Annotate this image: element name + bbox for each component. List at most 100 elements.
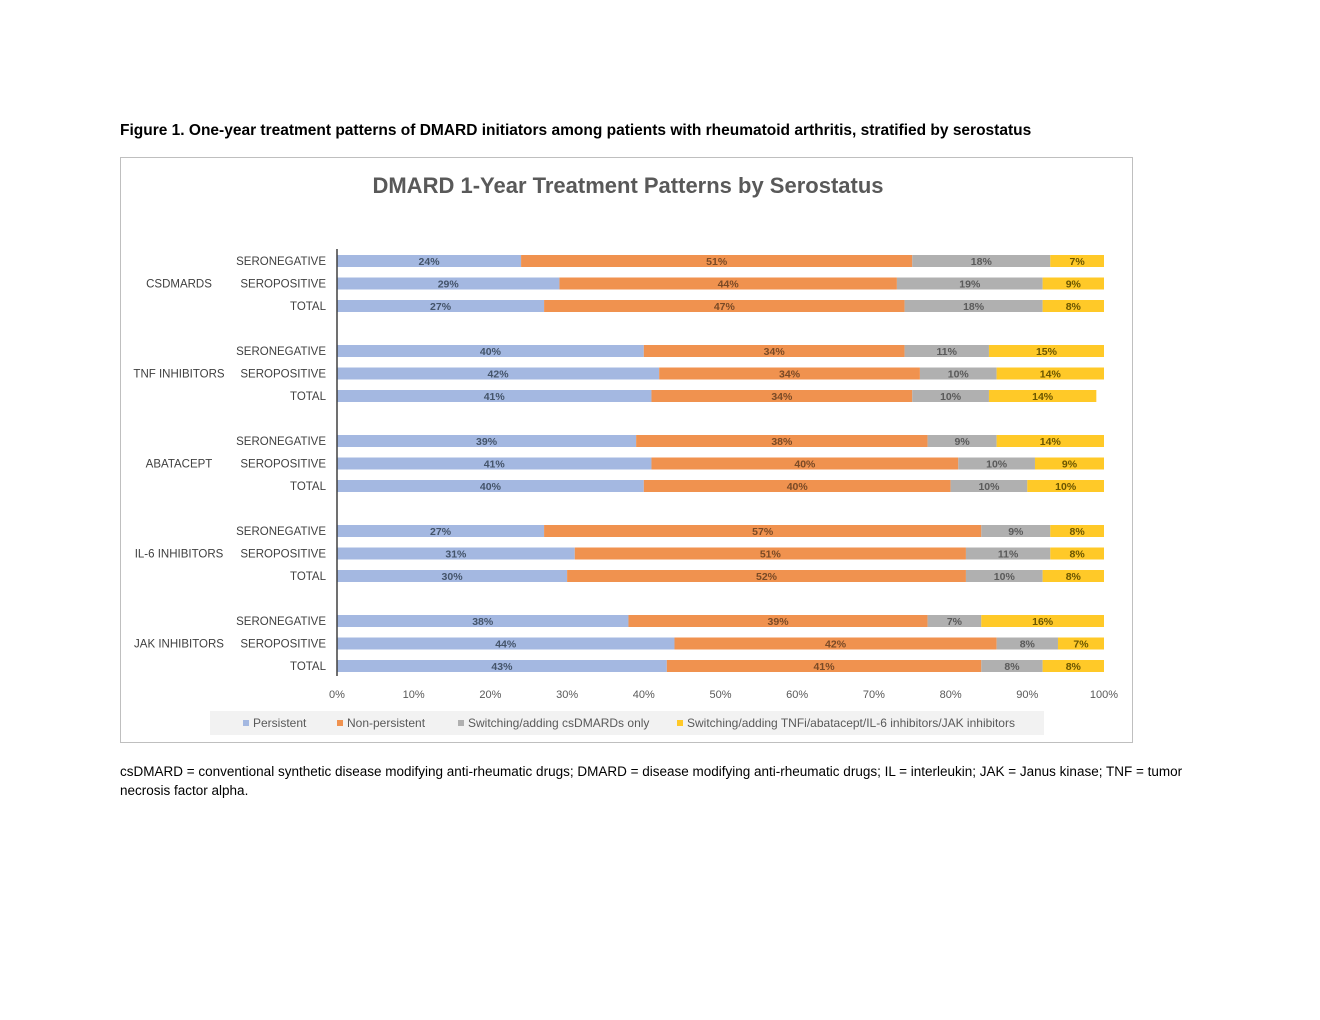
data-label: 40% [480, 346, 502, 358]
bar-segment [567, 570, 966, 582]
bar-segment [996, 637, 1058, 650]
data-label: 30% [442, 571, 464, 583]
category-label: SERONEGATIVE [236, 256, 326, 268]
bar-segment [337, 480, 644, 492]
bar-segment [337, 457, 652, 470]
category-label: TOTAL [290, 481, 327, 493]
bar-segment [988, 390, 1097, 402]
category-label: TOTAL [290, 571, 327, 583]
data-label: 44% [495, 639, 517, 651]
data-label: 7% [1073, 639, 1089, 651]
bar-segment [651, 390, 913, 402]
bar-segment [337, 255, 522, 267]
data-label: 34% [771, 391, 793, 403]
bar-segment [337, 547, 575, 560]
data-label: 8% [1070, 526, 1086, 538]
data-label: 51% [760, 549, 782, 561]
data-label: 39% [768, 616, 790, 628]
data-label: 44% [718, 279, 740, 291]
data-label: 39% [476, 436, 498, 448]
data-label: 14% [1032, 391, 1054, 403]
bar-segment [904, 345, 989, 357]
bar-segment [912, 255, 1051, 267]
category-label: SERONEGATIVE [236, 616, 326, 628]
x-tick-label: 70% [863, 689, 885, 701]
data-label: 38% [472, 616, 494, 628]
group-label: IL-6 INHIBITORS [135, 549, 224, 561]
bar-segment [666, 660, 982, 672]
data-label: 27% [430, 301, 452, 313]
group-label: TNF INHIBITORS [133, 369, 224, 381]
data-label: 8% [1066, 661, 1082, 673]
data-label: 52% [756, 571, 778, 583]
data-label: 42% [825, 639, 847, 651]
bar-segment [337, 367, 660, 380]
bar-segment [1057, 637, 1104, 650]
data-label: 40% [794, 459, 816, 471]
data-label: 8% [1004, 661, 1020, 673]
bar-segment [544, 525, 982, 537]
data-label: 10% [948, 369, 970, 381]
data-label: 27% [430, 526, 452, 538]
data-label: 16% [1032, 616, 1054, 628]
bar-segment [643, 345, 905, 357]
data-label: 7% [947, 616, 963, 628]
data-label: 38% [771, 436, 793, 448]
bar-segment [965, 570, 1043, 582]
bar-segment [927, 435, 997, 447]
bar-segment [636, 435, 928, 447]
x-tick-label: 10% [403, 689, 425, 701]
category-label: SEROPOSITIVE [240, 549, 326, 561]
bar-segment [337, 525, 545, 537]
data-label: 10% [1055, 481, 1077, 493]
category-label: SEROPOSITIVE [240, 369, 326, 381]
data-label: 10% [986, 459, 1008, 471]
bar-segment [1042, 660, 1104, 672]
bar-segment [337, 570, 568, 582]
bar-segment [337, 277, 560, 290]
bar-segment [674, 637, 997, 650]
bar-segment [981, 660, 1043, 672]
data-label: 41% [484, 391, 506, 403]
bar-segment [337, 435, 637, 447]
bar-segment [337, 637, 675, 650]
legend-swatch [337, 720, 343, 726]
bar-segment [919, 367, 997, 380]
bar-segment [896, 277, 1043, 290]
bar-segment [981, 615, 1104, 627]
bar-segment [1042, 570, 1104, 582]
bar-segment [950, 480, 1028, 492]
x-tick-label: 50% [709, 689, 731, 701]
bar-segment [628, 615, 928, 627]
data-label: 40% [480, 481, 502, 493]
data-label: 11% [937, 346, 958, 358]
data-label: 57% [752, 526, 774, 538]
data-label: 8% [1066, 571, 1082, 583]
bar-segment [958, 457, 1035, 470]
data-label: 10% [978, 481, 1000, 493]
data-label: 51% [706, 256, 728, 268]
data-label: 14% [1040, 369, 1062, 381]
legend-swatch [458, 720, 464, 726]
bar-segment [1050, 525, 1104, 537]
bar-segment [1034, 457, 1104, 470]
bar-segment [996, 367, 1104, 380]
data-label: 7% [1070, 256, 1086, 268]
category-label: SERONEGATIVE [236, 346, 326, 358]
data-label: 43% [491, 661, 513, 673]
legend-swatch [677, 720, 683, 726]
data-label: 34% [764, 346, 786, 358]
bar-segment [1050, 547, 1104, 560]
data-label: 10% [994, 571, 1016, 583]
data-label: 14% [1040, 436, 1062, 448]
bar-segment [559, 277, 897, 290]
data-label: 8% [1066, 301, 1082, 313]
footnote: csDMARD = conventional synthetic disease… [120, 764, 1183, 798]
category-label: SERONEGATIVE [236, 526, 326, 538]
bar-segment [1050, 255, 1104, 267]
x-tick-label: 20% [479, 689, 501, 701]
data-label: 24% [419, 256, 441, 268]
figure-caption: Figure 1. One-year treatment patterns of… [120, 122, 1032, 139]
group-label: CSDMARDS [146, 279, 212, 291]
data-label: 42% [488, 369, 510, 381]
